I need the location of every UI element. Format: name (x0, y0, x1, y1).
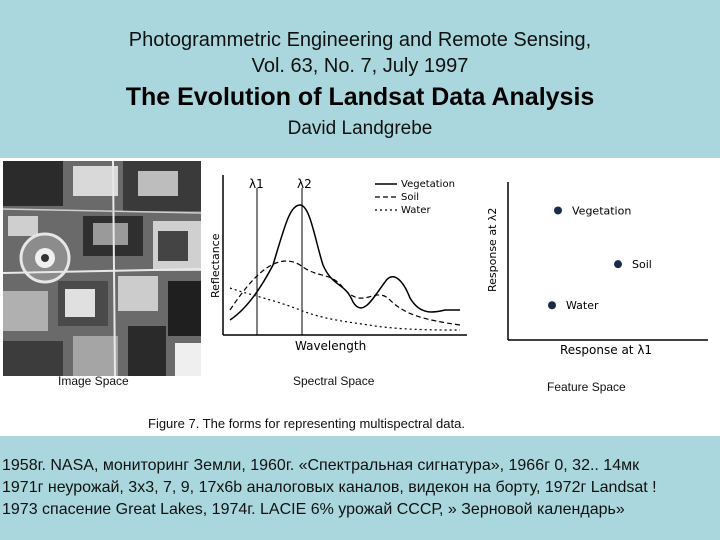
summary-panel: 1958г. NASA, мониторинг Земли, 1960г. «С… (0, 436, 720, 540)
figure-panel: λ1 λ2 Reflectance Wavelength Vegetation … (0, 158, 720, 436)
aerial-photo (3, 161, 201, 376)
feature-point-label-soil: Soil (632, 258, 652, 271)
lambda2-label: λ2 (297, 177, 312, 191)
journal-name: Photogrammetric Engineering and Remote S… (128, 29, 592, 51)
feature-space-caption: Feature Space (547, 380, 626, 394)
feature-point-vegetation (554, 206, 562, 215)
slide-header: Photogrammetric Engineering and Remote S… (0, 0, 720, 158)
legend-vegetation: Vegetation (401, 179, 455, 190)
feature-point-water (548, 301, 556, 310)
author-name: David Landgrebe (287, 118, 433, 139)
spectral-space-caption: Spectral Space (293, 374, 375, 388)
feature-x-axis-label: Response at λ1 (560, 343, 652, 357)
summary-line-1: 1958г. NASA, мониторинг Земли, 1960г. «С… (2, 457, 640, 474)
feature-chart: Response at λ2 Response at λ1 Vegetation… (486, 182, 708, 357)
legend-soil: Soil (401, 192, 419, 203)
journal-issue: Vol. 63, No. 7, July 1997 (251, 55, 469, 77)
vegetation-curve (229, 204, 460, 321)
feature-point-label-vegetation: Vegetation (572, 204, 631, 217)
summary-line-2: 1971г неурожай, 3x3, 7, 9, 17x6b аналого… (2, 479, 657, 496)
summary-line-3: 1973 спасение Great Lakes, 1974г. LACIE … (2, 501, 625, 518)
feature-point-soil (614, 260, 622, 269)
reflectance-axis-label: Reflectance (209, 233, 222, 298)
figure-caption: Figure 7. The forms for representing mul… (148, 416, 465, 431)
image-space-caption: Image Space (58, 374, 129, 388)
lambda1-label: λ1 (249, 177, 264, 191)
slide-title: The Evolution of Landsat Data Analysis (125, 83, 595, 111)
wavelength-axis-label: Wavelength (295, 339, 366, 353)
spectral-chart: λ1 λ2 Reflectance Wavelength Vegetation … (209, 175, 467, 353)
legend-water: Water (401, 205, 431, 216)
feature-point-label-water: Water (566, 299, 599, 312)
water-curve (229, 287, 461, 331)
aerial-photo-graphic (3, 161, 201, 376)
feature-y-axis-label: Response at λ2 (486, 208, 499, 292)
soil-curve (229, 260, 461, 326)
